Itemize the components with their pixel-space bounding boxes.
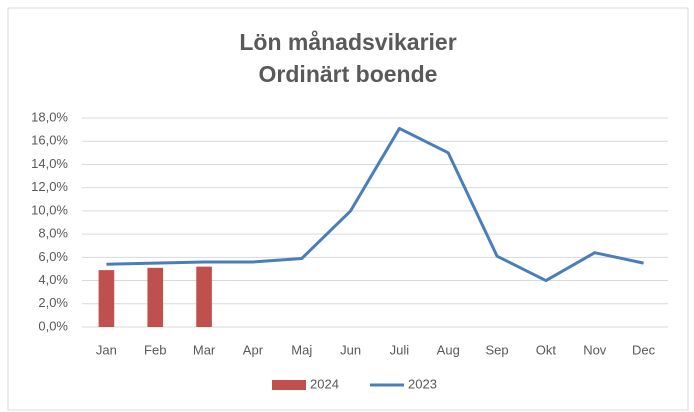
y-tick-label: 16,0%	[31, 133, 68, 148]
x-tick-label: Apr	[243, 342, 264, 357]
y-tick-label: 18,0%	[31, 109, 68, 124]
chart-title: Lön månadsvikarier	[239, 29, 456, 55]
x-tick-label: Dec	[632, 342, 656, 357]
x-tick-label: Jun	[340, 342, 361, 357]
x-tick-label: Aug	[437, 342, 460, 357]
chart-frame	[7, 7, 689, 411]
line	[106, 126, 644, 283]
y-tick-label: 8,0%	[38, 226, 68, 241]
y-tick-label: 14,0%	[31, 156, 68, 171]
bar	[196, 266, 212, 327]
x-tick-label: Juli	[390, 342, 410, 357]
x-tick-label: Nov	[583, 342, 607, 357]
legend-label: 2024	[310, 376, 339, 391]
y-tick-label: 12,0%	[31, 179, 68, 194]
bar	[98, 270, 115, 327]
x-tick-label: Mar	[193, 342, 216, 357]
x-tick-label: Maj	[291, 342, 312, 357]
y-tick-label: 4,0%	[38, 272, 68, 287]
y-tick-label: 10,0%	[31, 202, 68, 217]
legend-swatch	[272, 380, 306, 390]
chart-title: Ordinärt boende	[259, 61, 438, 87]
y-tick-label: 6,0%	[38, 249, 68, 264]
x-tick-label: Feb	[144, 342, 166, 357]
y-tick-label: 2,0%	[38, 295, 68, 310]
x-tick-label: Okt	[536, 342, 557, 357]
x-tick-label: Jan	[96, 342, 117, 357]
legend-label: 2023	[408, 376, 437, 391]
y-tick-label: 0,0%	[38, 318, 68, 333]
bar	[147, 267, 164, 327]
x-tick-label: Sep	[486, 342, 509, 357]
